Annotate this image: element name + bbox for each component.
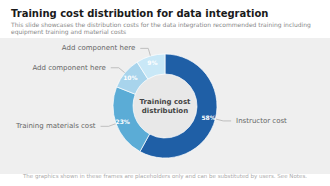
svg-text:9%: 9% — [147, 59, 157, 66]
svg-text:Instructor cost: Instructor cost — [236, 117, 287, 125]
svg-text:distribution: distribution — [142, 107, 188, 115]
svg-text:Training cost: Training cost — [140, 98, 192, 106]
svg-text:23%: 23% — [115, 118, 129, 125]
svg-text:Training cost distribution for: Training cost distribution for data inte… — [11, 8, 268, 19]
svg-text:equipment training and materia: equipment training and material costs — [11, 28, 126, 36]
svg-text:Add component here: Add component here — [32, 64, 105, 72]
svg-text:Add component here: Add component here — [62, 44, 135, 52]
svg-text:Training materials cost: Training materials cost — [15, 122, 96, 130]
svg-text:The graphics shown in these fr: The graphics shown in these frames are p… — [22, 173, 307, 180]
svg-text:58%: 58% — [201, 114, 215, 121]
svg-text:10%: 10% — [123, 74, 137, 81]
svg-text:This slide showcases the distr: This slide showcases the distribution co… — [11, 21, 313, 28]
